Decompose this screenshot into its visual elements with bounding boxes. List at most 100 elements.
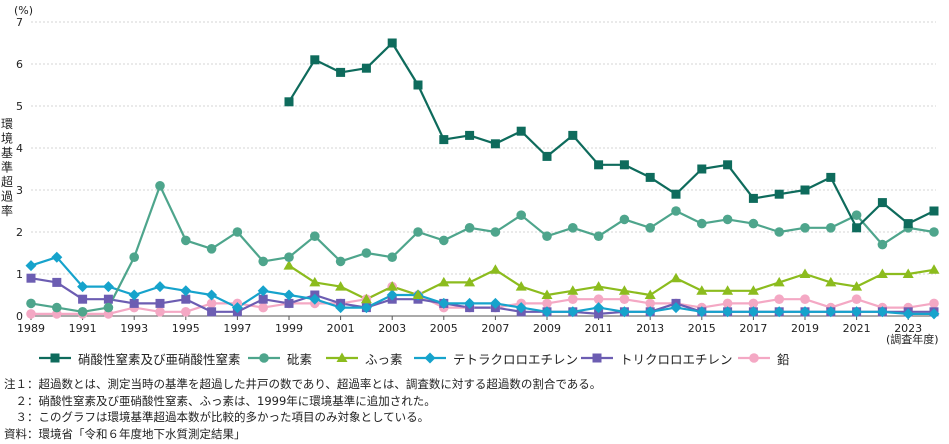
data-point-s0 bbox=[516, 126, 526, 136]
data-point-s4 bbox=[26, 273, 36, 283]
data-point-s0 bbox=[748, 193, 758, 203]
data-point-s3 bbox=[464, 297, 476, 309]
data-point-s3 bbox=[541, 306, 553, 318]
data-point-s0 bbox=[568, 130, 578, 140]
data-point-s0 bbox=[671, 189, 681, 199]
data-point-s5 bbox=[851, 294, 862, 305]
data-point-s1 bbox=[568, 223, 578, 233]
line-chart: 0 1 2 3 4 5 6 7 1989 1991 1993 1995 1997 1999 2001 2003… bbox=[1, 16, 940, 335]
data-point-s2 bbox=[876, 268, 888, 278]
data-point-s3 bbox=[102, 281, 114, 293]
data-point-s2 bbox=[464, 276, 476, 287]
legend-item: 硝酸性窒素及び亜硝酸性窒素 bbox=[38, 347, 241, 369]
y-axis-label-char: 基 bbox=[1, 146, 13, 160]
data-point-s1 bbox=[877, 239, 888, 250]
data-point-s0 bbox=[387, 38, 397, 48]
source-note: 資料：環境省「令和６年度地下水質測定結果」 bbox=[4, 426, 246, 441]
data-point-s5 bbox=[542, 298, 552, 309]
legend-swatch-marker bbox=[424, 352, 436, 364]
data-point-s3 bbox=[51, 251, 63, 263]
data-point-s2 bbox=[696, 285, 708, 295]
x-tick-label: 2015 bbox=[688, 322, 716, 335]
data-point-s2 bbox=[799, 268, 811, 278]
data-point-s0 bbox=[336, 67, 346, 77]
data-point-s1 bbox=[258, 256, 269, 267]
data-point-s0 bbox=[619, 160, 629, 170]
x-tick-label: 2017 bbox=[739, 322, 767, 335]
x-tick-label: 2003 bbox=[378, 322, 406, 335]
note-2: ２：硝酸性窒素及び亜硝酸性窒素、ふっ素は、1999年に環境基準に追加された。 bbox=[4, 393, 436, 408]
data-point-s2 bbox=[438, 276, 450, 287]
legend-label: 硝酸性窒素及び亜硝酸性窒素 bbox=[78, 351, 241, 367]
y-axis-label-char: 超 bbox=[1, 174, 13, 189]
data-point-s0 bbox=[310, 55, 320, 65]
legend-swatch bbox=[414, 352, 446, 364]
data-point-s1 bbox=[413, 227, 423, 237]
data-point-s1 bbox=[310, 231, 320, 241]
x-tick-label: 1995 bbox=[172, 322, 200, 335]
x-tick-label: 2009 bbox=[533, 322, 561, 335]
legend-swatch bbox=[39, 353, 71, 363]
y-axis-label-char: 率 bbox=[1, 203, 13, 218]
axes: 0 1 2 3 4 5 6 7 1989 1991 1993 1995 1997 1999 2001 2003… bbox=[1, 16, 936, 335]
x-tick-label: 1993 bbox=[120, 322, 148, 335]
data-point-s4 bbox=[52, 277, 62, 287]
x-tick-label: 2019 bbox=[791, 322, 819, 335]
data-point-s0 bbox=[594, 160, 604, 170]
legend-swatch bbox=[248, 353, 280, 363]
data-point-s1 bbox=[697, 218, 707, 229]
data-point-s3 bbox=[25, 260, 37, 272]
data-point-s5 bbox=[181, 307, 191, 317]
x-tick-label: 2013 bbox=[636, 322, 664, 335]
data-point-s5 bbox=[748, 298, 759, 309]
data-point-s0 bbox=[413, 80, 423, 90]
data-point-s3 bbox=[257, 285, 269, 297]
y-tick-label: 0 bbox=[16, 310, 23, 323]
data-point-s3 bbox=[851, 306, 863, 318]
data-point-s1 bbox=[26, 298, 36, 309]
data-point-s3 bbox=[747, 306, 759, 318]
data-point-s2 bbox=[644, 289, 656, 299]
data-point-s1 bbox=[206, 244, 217, 254]
data-point-s2 bbox=[335, 281, 347, 291]
data-point-s0 bbox=[361, 63, 371, 73]
data-point-s4 bbox=[258, 294, 268, 304]
data-point-s2 bbox=[386, 281, 398, 291]
series-line-4 bbox=[30, 277, 934, 315]
data-point-s3 bbox=[825, 306, 837, 318]
data-point-s5 bbox=[206, 298, 217, 309]
data-point-s1 bbox=[181, 235, 191, 246]
data-point-s1 bbox=[232, 227, 243, 237]
data-point-s3 bbox=[799, 306, 811, 318]
data-point-s0 bbox=[723, 160, 733, 170]
legend-item: トリクロロエチレン bbox=[580, 347, 733, 369]
note-1: 注１：超過数とは、測定当時の基準を超過した井戸の数であり、超過率とは、調査数に対… bbox=[4, 377, 602, 391]
data-point-s0 bbox=[542, 151, 552, 161]
legend-swatch-marker bbox=[259, 353, 269, 363]
data-point-s4 bbox=[155, 298, 165, 308]
y-tick-label: 5 bbox=[16, 100, 23, 113]
data-point-s0 bbox=[697, 164, 707, 174]
data-point-s1 bbox=[361, 248, 372, 258]
data-point-s2 bbox=[851, 281, 863, 291]
data-point-s1 bbox=[593, 231, 604, 241]
data-point-s3 bbox=[722, 306, 734, 318]
data-point-s0 bbox=[800, 185, 810, 195]
data-point-s1 bbox=[77, 307, 88, 317]
legend-swatch-marker bbox=[336, 352, 348, 362]
data-point-s2 bbox=[825, 276, 837, 287]
legend-swatch bbox=[326, 352, 358, 362]
data-point-s1 bbox=[335, 256, 346, 267]
data-point-s5 bbox=[568, 294, 578, 305]
data-point-s3 bbox=[154, 281, 166, 293]
grid-lines bbox=[31, 21, 936, 275]
data-point-s1 bbox=[722, 214, 733, 225]
data-point-s4 bbox=[103, 294, 113, 304]
data-point-s5 bbox=[26, 309, 36, 319]
data-point-s1 bbox=[671, 206, 681, 216]
data-point-s2 bbox=[489, 264, 501, 274]
data-point-s5 bbox=[800, 294, 810, 305]
data-point-s0 bbox=[929, 206, 939, 216]
y-axis-label-char: 環 bbox=[1, 117, 13, 131]
data-point-s5 bbox=[155, 307, 165, 317]
